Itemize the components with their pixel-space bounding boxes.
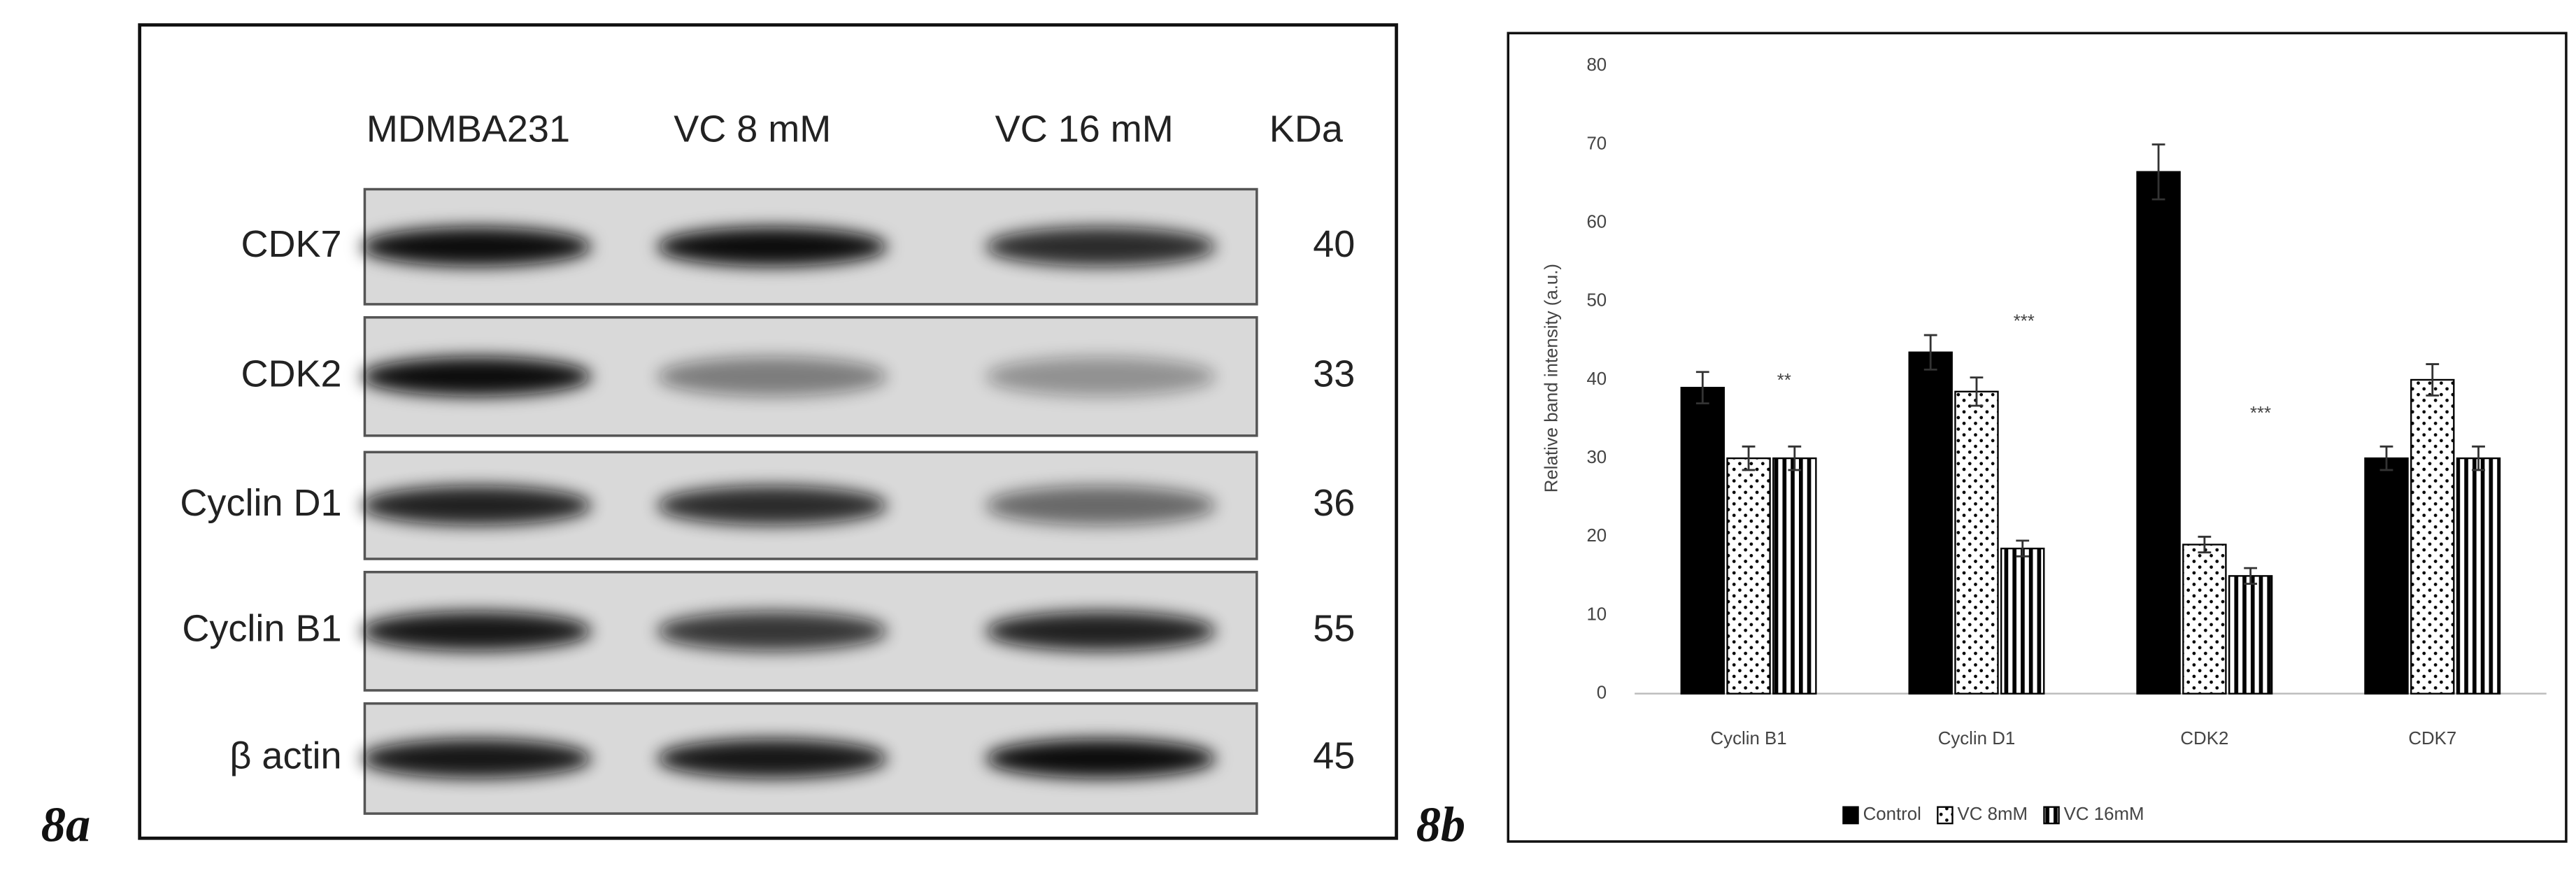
- kda-value: 40: [1313, 223, 1355, 265]
- legend-swatch: [1937, 806, 1954, 825]
- blot-band: [985, 357, 1216, 397]
- protein-label: CDK2: [241, 353, 341, 395]
- blot-band: [657, 227, 888, 267]
- panel-label: 8b: [1416, 798, 1465, 853]
- bar: [2410, 378, 2455, 695]
- annotation: ***: [2014, 312, 2035, 332]
- chart-frame: [1507, 31, 2568, 843]
- blot-band: [657, 485, 888, 525]
- y-tick-label: 30: [1586, 448, 1607, 467]
- bar: [1954, 390, 1999, 695]
- blot-band: [361, 227, 592, 267]
- annotation: **: [1777, 371, 1791, 390]
- bar: [1772, 457, 1817, 695]
- error-bar: [1970, 376, 1984, 407]
- lane-label: VC 16 mM: [995, 108, 1174, 150]
- blot-band: [361, 485, 592, 525]
- blot-band: [361, 357, 592, 397]
- bar: [2456, 457, 2501, 695]
- kda-value: 45: [1313, 735, 1355, 777]
- bar: [2364, 457, 2409, 695]
- y-tick-label: 20: [1586, 526, 1607, 546]
- x-tick-label: Cyclin D1: [1938, 729, 2016, 748]
- blot-band: [985, 611, 1216, 651]
- error-bar: [2016, 539, 2030, 558]
- x-tick-label: CDK7: [2408, 729, 2456, 748]
- error-bar: [2198, 535, 2212, 554]
- legend-label: VC 8mM: [1958, 804, 2028, 824]
- y-tick-label: 0: [1597, 683, 1607, 702]
- protein-label: CDK7: [241, 223, 341, 265]
- blot-band: [657, 739, 888, 779]
- blot-band: [985, 485, 1216, 525]
- error-bar: [2244, 567, 2258, 585]
- blot-band: [361, 739, 592, 779]
- y-axis-label: Relative band intensity (a.u.): [1542, 264, 1561, 492]
- legend-label: VC 16mM: [2064, 804, 2144, 824]
- kda-value: 55: [1313, 608, 1355, 650]
- kda-value: 33: [1313, 353, 1355, 395]
- lane-label: VC 8 mM: [674, 108, 831, 150]
- error-bar: [2151, 143, 2165, 201]
- y-tick-label: 70: [1586, 134, 1607, 153]
- error-bar: [1695, 371, 1709, 405]
- blot-band: [657, 611, 888, 651]
- legend-swatch: [2043, 806, 2060, 825]
- bar: [2228, 575, 2273, 695]
- error-bar: [2379, 445, 2393, 471]
- lane-label: MDMBA231: [367, 108, 570, 150]
- bar: [1908, 351, 1953, 695]
- legend-swatch: [1842, 806, 1859, 825]
- legend-label: Control: [1863, 804, 1921, 824]
- blot-band: [657, 357, 888, 397]
- blot-band: [985, 739, 1216, 779]
- bar: [2000, 547, 2045, 695]
- blot-band: [985, 227, 1216, 267]
- y-tick-label: 10: [1586, 604, 1607, 624]
- y-tick-label: 60: [1586, 212, 1607, 232]
- y-tick-label: 40: [1586, 369, 1607, 389]
- kda-value: 36: [1313, 482, 1355, 524]
- y-tick-label: 80: [1586, 55, 1607, 75]
- bar: [2136, 171, 2181, 695]
- blot-band: [361, 611, 592, 651]
- x-tick-label: Cyclin B1: [1711, 729, 1787, 748]
- error-bar: [1923, 334, 1937, 371]
- bar: [2182, 544, 2227, 695]
- y-tick-label: 50: [1586, 291, 1607, 311]
- protein-label: Cyclin D1: [180, 482, 341, 524]
- annotation: ***: [2250, 404, 2271, 423]
- bar: [1680, 387, 1725, 695]
- kda-header: KDa: [1269, 108, 1344, 150]
- error-bar: [2426, 363, 2440, 397]
- panel-label: 8a: [41, 798, 90, 853]
- bar: [1726, 457, 1771, 695]
- error-bar: [1788, 445, 1802, 471]
- protein-label: β actin: [229, 735, 341, 777]
- error-bar: [2472, 445, 2485, 471]
- protein-label: Cyclin B1: [182, 608, 341, 650]
- x-tick-label: CDK2: [2180, 729, 2228, 748]
- error-bar: [1742, 445, 1756, 471]
